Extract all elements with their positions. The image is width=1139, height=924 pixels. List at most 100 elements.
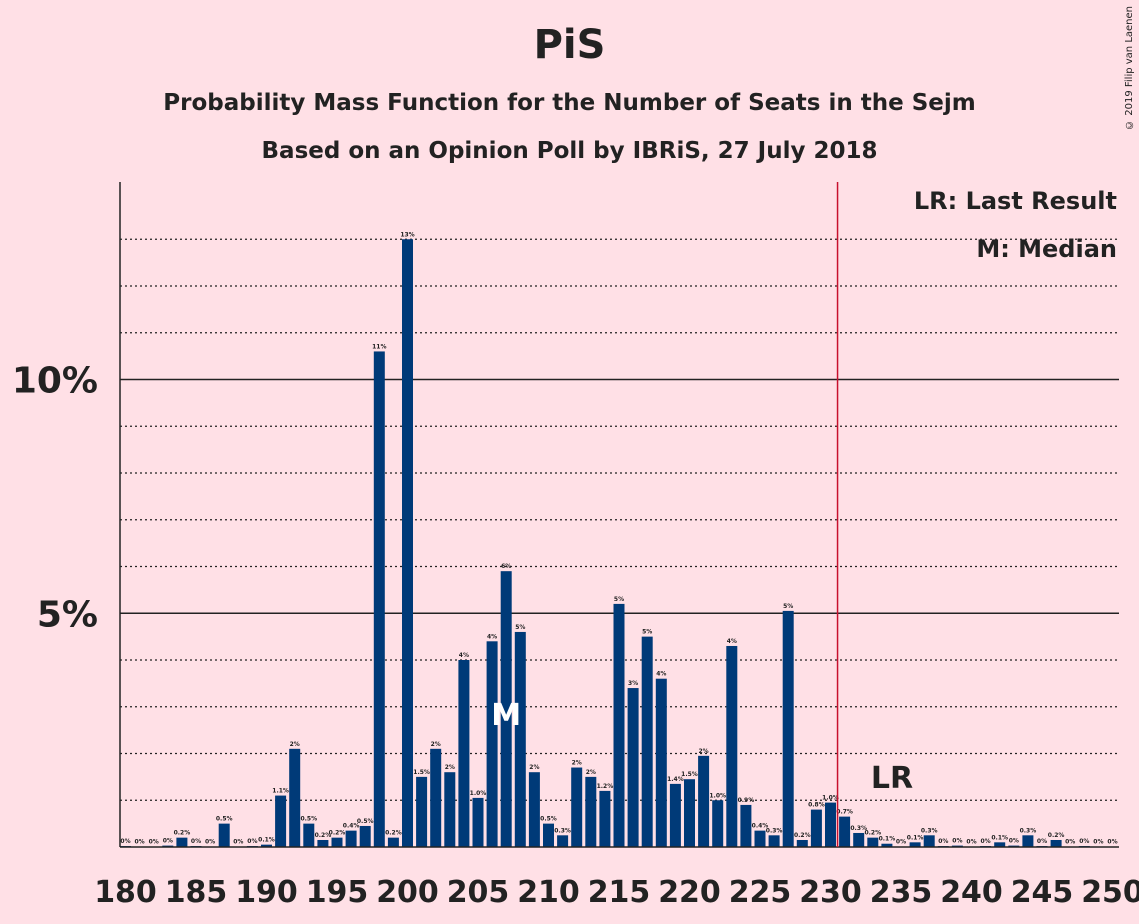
bar-seat-233 (867, 837, 879, 847)
x-tick-label: 215 (588, 875, 651, 910)
data-label: 0.2% (1048, 832, 1065, 839)
bar-seat-206 (486, 641, 498, 847)
bar-seat-203 (444, 772, 456, 847)
data-label: 0% (247, 838, 257, 845)
bar-seat-197 (359, 825, 371, 847)
bar-seat-191 (275, 795, 287, 847)
data-label: 0% (149, 839, 159, 846)
data-label: 0.2% (174, 830, 191, 837)
data-label: 2% (699, 748, 709, 755)
bar-seat-202 (430, 748, 442, 847)
bar-seat-193 (303, 823, 315, 847)
median-marker: M (491, 698, 521, 733)
data-label: 0.1% (879, 836, 896, 843)
bar-seat-242 (994, 842, 1006, 847)
bar-seat-200 (402, 239, 413, 847)
y-tick-label: 10% (12, 361, 98, 402)
bar-seat-208 (514, 631, 526, 847)
bar-seat-198 (373, 351, 385, 847)
data-label: 1.5% (681, 771, 698, 778)
bar-seat-246 (1050, 839, 1062, 847)
data-label: 1.4% (667, 776, 684, 783)
bar-seat-244 (1022, 835, 1034, 847)
bar-seat-201 (416, 776, 428, 847)
x-tick-label: 230 (799, 875, 862, 910)
bar-seat-237 (923, 835, 935, 847)
x-tick-label: 200 (376, 875, 439, 910)
bar-seat-190 (261, 844, 272, 847)
data-label: 1.5% (413, 769, 430, 776)
x-tick-label: 185 (165, 875, 228, 910)
data-label: 4% (487, 633, 497, 640)
data-label: 1.2% (597, 783, 614, 790)
bar-seat-216 (627, 688, 639, 847)
data-label: 5% (515, 624, 525, 631)
data-label: 0% (938, 838, 948, 845)
bar-seat-184 (176, 837, 188, 847)
data-label: 0% (135, 839, 145, 846)
data-label: 0.2% (315, 832, 332, 839)
data-label: 4% (727, 638, 737, 645)
bar-seat-217 (641, 636, 653, 847)
bar-seat-222 (712, 800, 724, 847)
data-label: 5% (642, 629, 652, 636)
data-label: 0.4% (752, 823, 769, 830)
bar-seat-231 (839, 816, 851, 847)
bar-seat-211 (557, 835, 569, 847)
bar-seat-213 (585, 776, 597, 847)
data-label: 0% (1079, 838, 1089, 845)
data-label: 0% (163, 838, 173, 845)
x-tick-label: 190 (235, 875, 298, 910)
x-tick-label: 180 (94, 875, 157, 910)
data-label: 2% (445, 764, 455, 771)
data-label: 2% (290, 741, 300, 748)
bar-seat-224 (740, 804, 752, 847)
data-label: 13% (400, 231, 414, 238)
data-label: 3% (628, 680, 638, 687)
bar-seat-194 (317, 839, 329, 847)
chart-subtitle: Probability Mass Function for the Number… (163, 90, 976, 116)
data-label: 0.2% (864, 830, 881, 837)
x-tick-label: 210 (517, 875, 580, 910)
data-label: 0% (896, 839, 906, 846)
data-label: 6% (501, 563, 511, 570)
bar-seat-215 (613, 603, 625, 847)
bar-seat-219 (669, 783, 681, 847)
data-label: 0.3% (850, 825, 867, 832)
bar-seat-228 (796, 839, 808, 847)
data-label: 2% (431, 741, 441, 748)
data-label: 0.5% (540, 816, 557, 823)
bar-seat-236 (909, 842, 921, 847)
data-label: 0.8% (808, 802, 825, 809)
x-tick-label: 225 (729, 875, 792, 910)
data-label: 0% (1065, 839, 1075, 846)
legend-item: LR: Last Result (914, 187, 1117, 215)
data-label: 0% (1107, 839, 1117, 846)
chart-subtitle-source: Based on an Opinion Poll by IBRiS, 27 Ju… (261, 138, 878, 164)
bar-seat-195 (331, 837, 343, 847)
bar-seat-192 (289, 748, 301, 847)
bar-seat-220 (684, 779, 695, 847)
bar-seat-207 (500, 571, 512, 847)
data-label: 0.5% (300, 816, 317, 823)
bar-seat-199 (387, 837, 399, 847)
x-tick-label: 235 (870, 875, 933, 910)
data-label: 2% (529, 764, 539, 771)
data-label: 1.0% (709, 792, 726, 799)
data-label: 0% (205, 839, 215, 846)
bar-seat-229 (810, 809, 822, 847)
data-label: 0.5% (216, 816, 233, 823)
data-label: 0.1% (258, 837, 275, 844)
data-label: 0% (952, 838, 962, 845)
data-label: 0.3% (921, 827, 938, 834)
x-tick-label: 205 (447, 875, 510, 910)
data-label: 0.5% (357, 818, 374, 825)
bar-seat-232 (853, 832, 865, 847)
data-label: 0.1% (991, 834, 1008, 841)
bar-seat-221 (698, 755, 710, 847)
bar-seat-230 (825, 802, 836, 847)
bar-seat-209 (528, 772, 540, 847)
data-label: 0% (233, 839, 243, 846)
data-label: 0.2% (385, 830, 402, 837)
